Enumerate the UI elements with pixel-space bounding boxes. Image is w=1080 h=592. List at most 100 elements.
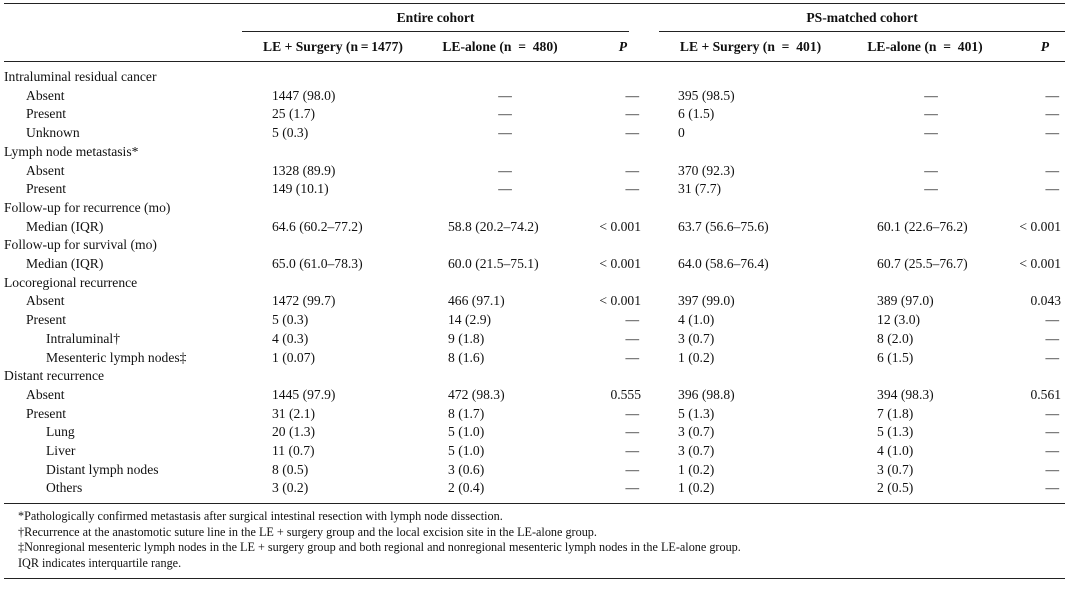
- row-label: Absent: [26, 293, 65, 309]
- table-cell: —: [1045, 87, 1060, 103]
- table-cell: 0.561: [1030, 386, 1062, 402]
- table-row: Unknown 5 (0.3) — — 0 — —: [4, 124, 1065, 143]
- row-label: Unknown: [26, 125, 80, 141]
- table-cell: [844, 143, 1006, 162]
- footnote: *Pathologically confirmed metastasis aft…: [18, 509, 503, 524]
- table-cell: [645, 199, 844, 218]
- table-cell: —: [625, 424, 640, 440]
- row-label: Present: [26, 181, 67, 197]
- group-header-ps-matched: PS-matched cohort: [645, 4, 1066, 32]
- table-cell: 5 (1.3): [877, 424, 914, 440]
- table-cell: —: [625, 461, 640, 477]
- table-cell: —: [1045, 125, 1060, 141]
- table-cell: [844, 236, 1006, 255]
- table-cell: 3 (0.7): [678, 330, 715, 346]
- table-cell: —: [625, 181, 640, 197]
- table-cell: [645, 367, 844, 386]
- table-cell: [232, 199, 420, 218]
- row-section-label: Locoregional recurrence: [4, 274, 138, 290]
- table-cell: 5 (1.0): [448, 443, 485, 459]
- data-table-container: Entire cohort PS-matched cohort LE + Sur…: [4, 3, 1066, 579]
- table-cell: [580, 236, 645, 255]
- table-cell: —: [924, 125, 938, 141]
- row-label: Absent: [26, 162, 65, 178]
- table-row: Distant lymph nodes 8 (0.5) 3 (0.6) — 1 (0.2…: [4, 461, 1065, 480]
- table-cell: —: [625, 312, 640, 328]
- group-header-entire-label: Entire cohort: [242, 4, 630, 32]
- table-cell: —: [1045, 162, 1060, 178]
- table-cell: —: [1045, 443, 1060, 459]
- table-cell: 11 (0.7): [272, 443, 315, 459]
- group-header-matched-label: PS-matched cohort: [659, 4, 1066, 32]
- table-cell: 4 (1.0): [678, 312, 715, 328]
- table-row: Present 149 (10.1) — — 31 (7.7) — —: [4, 180, 1065, 199]
- table-cell: 9 (1.8): [448, 330, 485, 346]
- table-row: Mesenteric lymph nodes‡ 1 (0.07) 8 (1.6) — 1…: [4, 349, 1065, 368]
- table-row: Absent 1445 (97.9) 472 (98.3) 0.555 396 (98.…: [4, 386, 1065, 405]
- table-cell: [232, 367, 420, 386]
- table-cell: [1006, 274, 1065, 293]
- table-cell: [232, 143, 420, 162]
- table-cell: [580, 199, 645, 218]
- table-cell: 1328 (89.9): [272, 162, 336, 178]
- row-label: Absent: [26, 386, 65, 402]
- table-cell: 14 (2.9): [448, 312, 492, 328]
- table-cell: 370 (92.3): [678, 162, 735, 178]
- table-cell: < 0.001: [599, 256, 642, 272]
- table-cell: 6 (1.5): [877, 349, 914, 365]
- table-cell: [420, 62, 580, 87]
- table-row: Distant recurrence: [4, 367, 1065, 386]
- table-row: Others 3 (0.2) 2 (0.4) — 1 (0.2) 2 (0.5) —: [4, 479, 1065, 498]
- column-header-p-entire: P: [580, 32, 646, 62]
- table-cell: 65.0 (61.0–78.3): [272, 256, 363, 272]
- table-cell: 1472 (99.7): [272, 293, 336, 309]
- table-cell: —: [924, 106, 938, 122]
- row-section-label: Follow-up for recurrence (mo): [4, 199, 171, 215]
- table-cell: —: [1045, 480, 1060, 496]
- table-cell: —: [625, 349, 640, 365]
- table-cell: 1 (0.2): [678, 480, 715, 496]
- table-cell: 3 (0.2): [272, 480, 309, 496]
- table-cell: 2 (0.4): [448, 480, 485, 496]
- table-cell: 389 (97.0): [877, 293, 934, 309]
- column-header-row: LE + Surgery (n = 1477) LE-alone (n = 48…: [4, 32, 1066, 62]
- row-section-label: Distant recurrence: [4, 368, 105, 384]
- row-label: Absent: [26, 87, 65, 103]
- table-cell: [420, 274, 580, 293]
- table-cell: [232, 62, 420, 87]
- table-cell: —: [625, 480, 640, 496]
- table-cell: 397 (99.0): [678, 293, 735, 309]
- table-cell: 394 (98.3): [877, 386, 934, 402]
- table-cell: 3 (0.6): [448, 461, 485, 477]
- table-row: Absent 1328 (89.9) — — 370 (92.3) — —: [4, 162, 1065, 181]
- table-cell: [1006, 62, 1065, 87]
- table-cell: 1447 (98.0): [272, 87, 336, 103]
- table-footnotes: *Pathologically confirmed metastasis aft…: [4, 503, 1065, 571]
- row-label: Median (IQR): [26, 256, 104, 272]
- table-cell: —: [498, 106, 512, 122]
- table-cell: 31 (7.7): [678, 181, 722, 197]
- table-cell: 8 (0.5): [272, 461, 309, 477]
- table-cell: [580, 367, 645, 386]
- table-cell: [420, 199, 580, 218]
- table-cell: —: [625, 330, 640, 346]
- table-cell: 5 (0.3): [272, 312, 309, 328]
- table-cell: 60.0 (21.5–75.1): [448, 256, 539, 272]
- table-cell: —: [1045, 106, 1060, 122]
- table-cell: [1006, 367, 1065, 386]
- table-cell: < 0.001: [1019, 256, 1062, 272]
- table-cell: [580, 274, 645, 293]
- table-cell: 1 (0.2): [678, 461, 715, 477]
- table-cell: 5 (1.3): [678, 405, 715, 421]
- row-label: Lung: [46, 424, 75, 440]
- table-cell: 3 (0.7): [678, 424, 715, 440]
- row-label: Present: [26, 405, 67, 421]
- table-cell: —: [625, 405, 640, 421]
- table-row: Median (IQR) 65.0 (61.0–78.3) 60.0 (21.5–7…: [4, 255, 1065, 274]
- table-top-rule: [4, 3, 1065, 4]
- table-cell: 396 (98.8): [678, 386, 735, 402]
- table-cell: [1006, 143, 1065, 162]
- column-header-le-alone-entire: LE-alone (n = 480): [420, 32, 580, 62]
- table-cell: 6 (1.5): [678, 106, 715, 122]
- footnote: ‡Nonregional mesenteric lymph nodes in t…: [18, 540, 741, 555]
